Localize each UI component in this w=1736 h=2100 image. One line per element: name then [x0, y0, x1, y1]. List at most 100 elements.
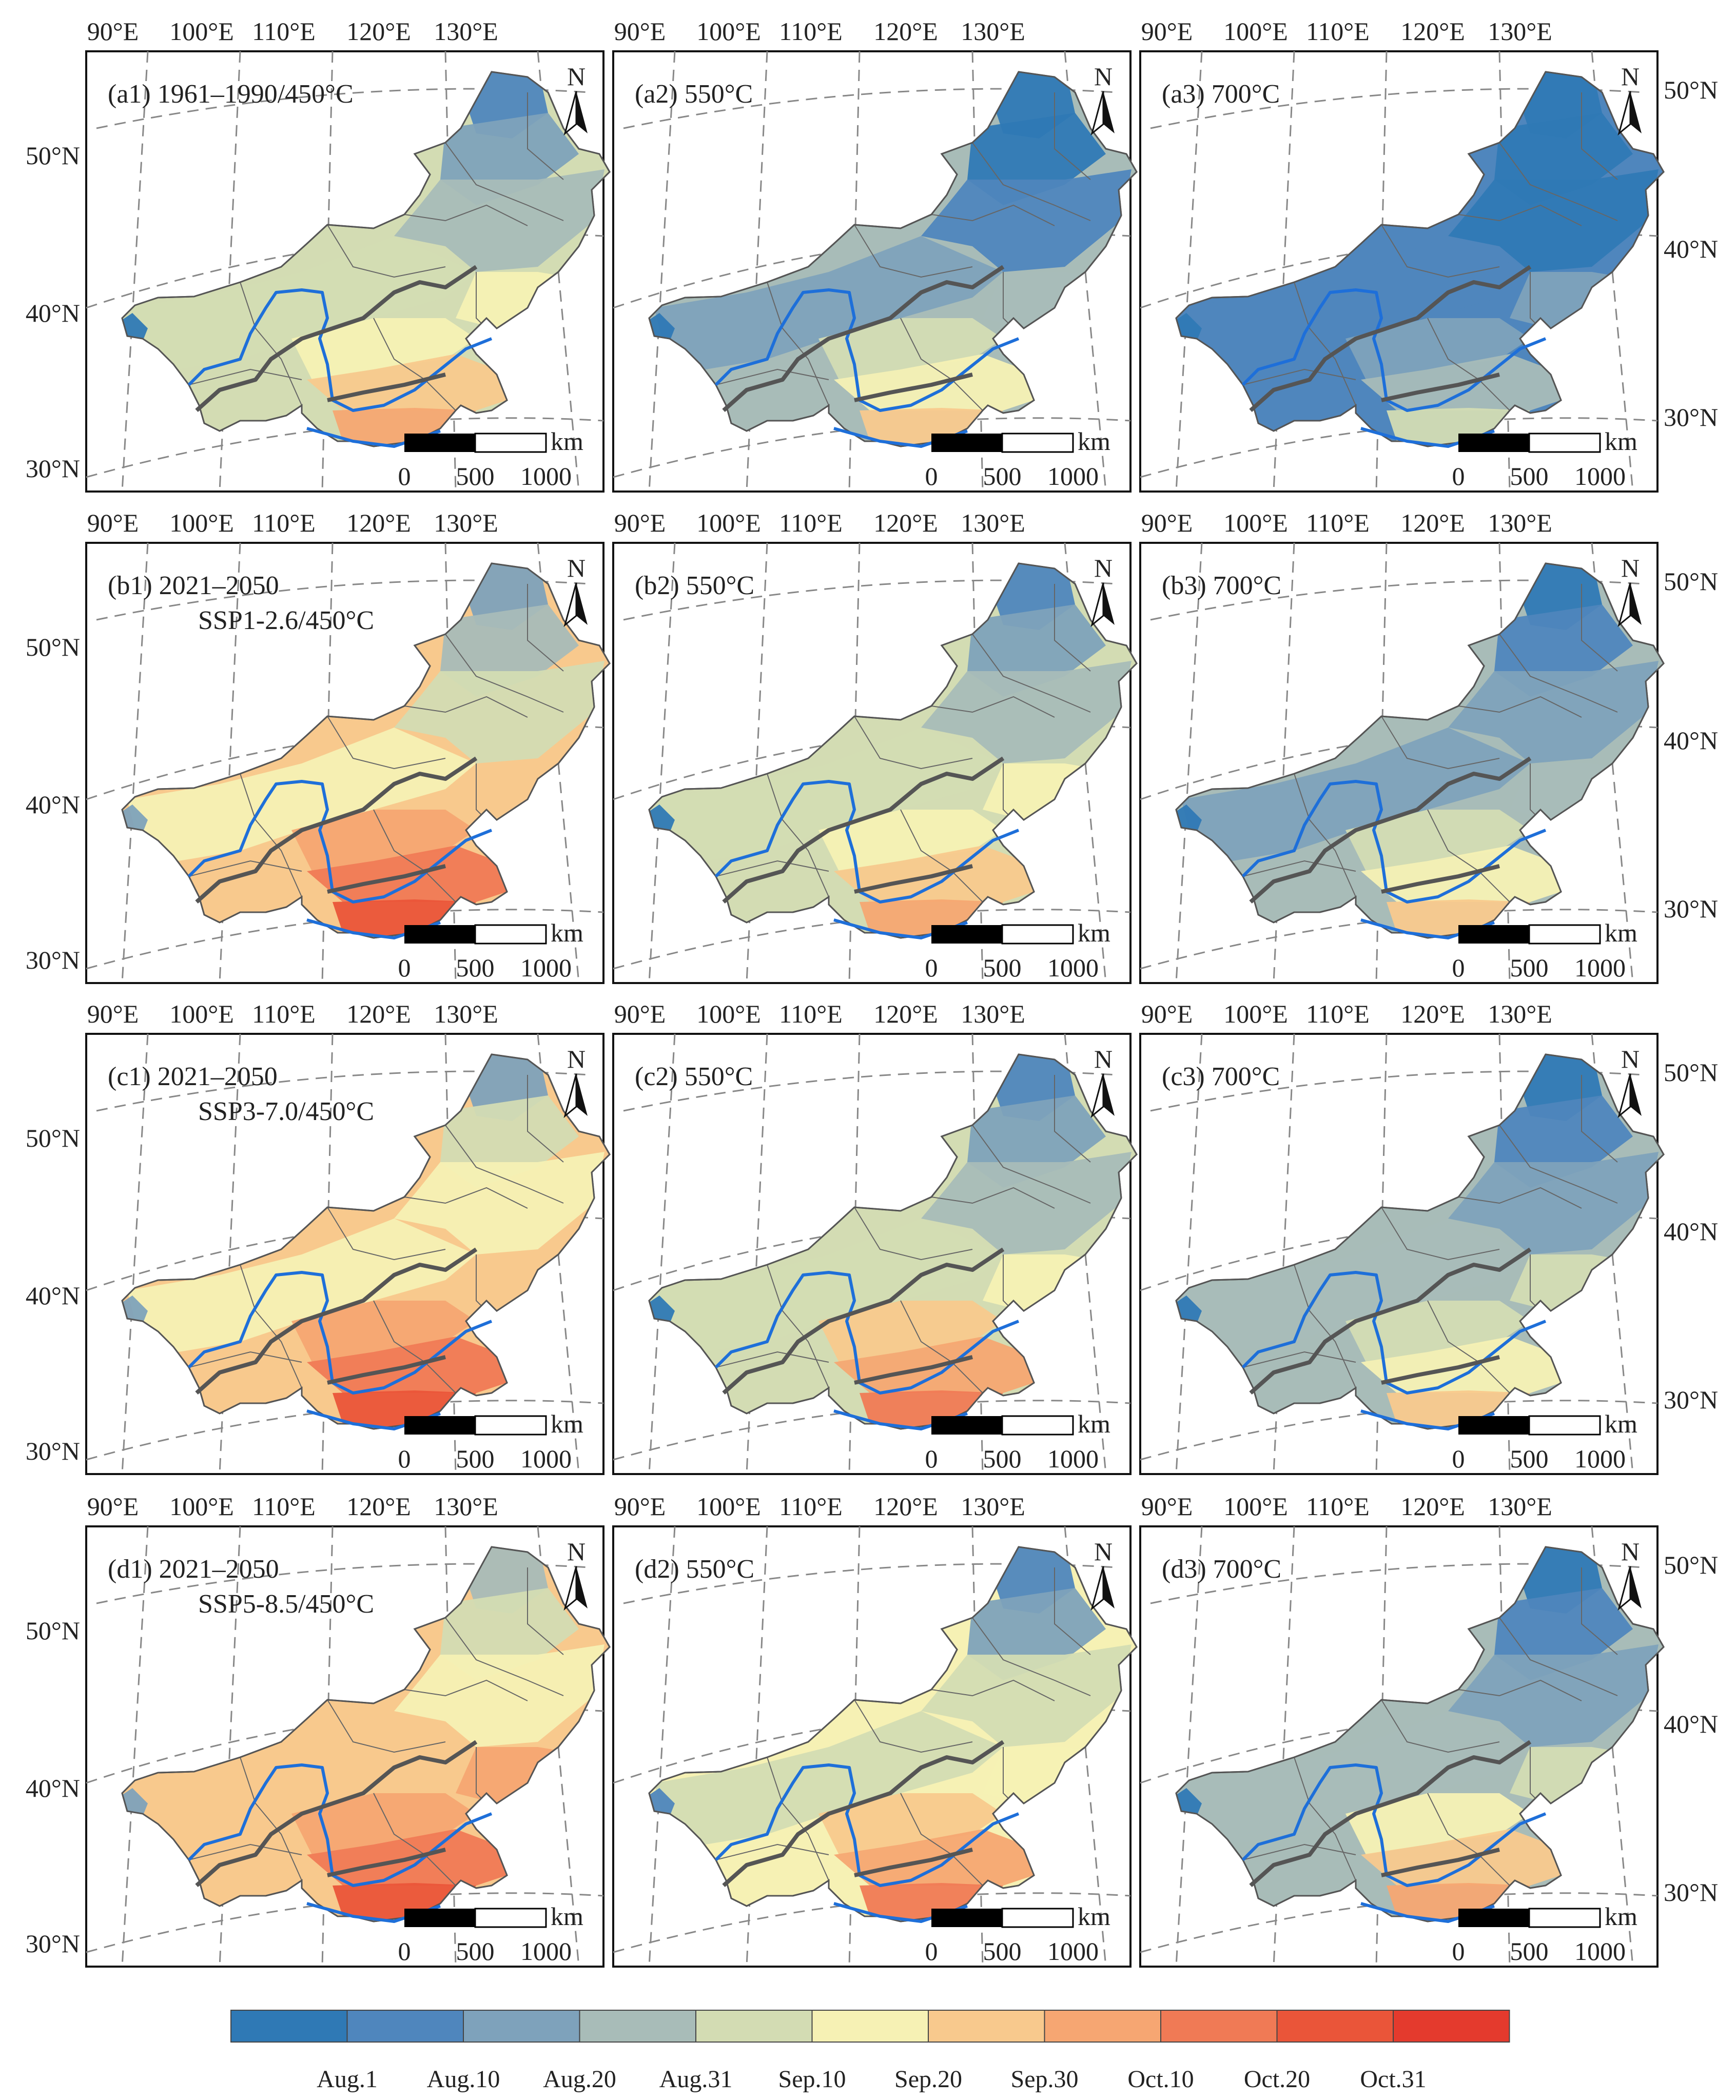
lat-tick-label-left: 40°N — [26, 790, 80, 819]
panel-label: (d2) 550°C — [635, 1555, 754, 1584]
province-boundary — [900, 1793, 983, 1886]
date-band — [394, 169, 604, 272]
parallel-line — [1150, 1563, 1644, 1604]
lat-tick-label-right: 40°N — [1664, 726, 1718, 755]
province-boundaries — [188, 1567, 564, 1886]
lat-tick-label-left: 30°N — [26, 454, 80, 483]
province-boundary — [373, 1793, 456, 1886]
legend: Aug.1 Aug.10 Aug.20 Aug.31 Sep.10 Sep.20 Sep.3… — [230, 2010, 1510, 2093]
lon-tick-label: 90°E — [614, 17, 666, 46]
date-band — [394, 661, 604, 763]
north-arrow-icon: N — [1090, 62, 1115, 136]
legend-swatch — [928, 2010, 1045, 2043]
lon-tick-label: 130°E — [1488, 1492, 1552, 1521]
scale-bar-white — [474, 1908, 547, 1928]
legend-label: Aug.10 — [427, 2066, 500, 2093]
lon-tick-label: 90°E — [1141, 999, 1193, 1028]
scale-bar-white — [1001, 1415, 1074, 1436]
province-boundary — [188, 1351, 302, 1368]
date-band — [1448, 1644, 1659, 1747]
lon-tick-label: 100°E — [1223, 999, 1288, 1028]
north-arrow-right — [1630, 1074, 1642, 1116]
scale-bar-black — [931, 434, 1002, 452]
lon-tick-label: 90°E — [614, 999, 666, 1028]
yellow-river — [1241, 1763, 1547, 1887]
date-band — [1345, 318, 1530, 380]
legend-swatch — [1044, 2010, 1161, 2043]
lon-tick-label: 100°E — [1223, 508, 1288, 537]
lat-tick-label-left: 50°N — [26, 141, 80, 170]
province-boundary — [445, 1617, 564, 1696]
lon-tick-label: 90°E — [1141, 508, 1193, 537]
subregion-boundary — [1249, 265, 1532, 412]
province-boundary — [931, 1187, 1055, 1209]
scale-bar-white — [1528, 1908, 1601, 1928]
province-boundary — [854, 224, 973, 278]
scale-bar-label: 1000 — [520, 1937, 572, 1966]
province-boundary — [1499, 142, 1618, 221]
scale-bar-black — [404, 434, 475, 452]
yellow-river — [714, 1271, 1020, 1395]
scale-bar: km 0 500 1000 — [398, 1409, 584, 1473]
date-band — [291, 1793, 476, 1855]
panel-label: (c2) 550°C — [635, 1062, 753, 1091]
province-boundary — [1381, 1207, 1500, 1261]
scale-bar-label: 1000 — [1574, 1937, 1626, 1966]
scale-bar: km 0 500 1000 — [1452, 918, 1638, 982]
date-bands — [122, 563, 604, 938]
scale-bar-label: 500 — [1510, 953, 1549, 982]
province-boundary — [1242, 368, 1356, 385]
panel-label: (d1) 2021–2050 — [108, 1555, 279, 1584]
lat-tick-label-left: 30°N — [26, 1437, 80, 1465]
province-boundary — [1054, 1075, 1091, 1163]
date-band — [333, 899, 476, 938]
lon-tick-label: 100°E — [169, 1492, 234, 1521]
panel-label: (a3) 700°C — [1162, 80, 1280, 109]
lon-tick-label: 90°E — [87, 1492, 139, 1521]
yellow-river — [714, 288, 1020, 412]
province-boundary — [1381, 224, 1500, 278]
province-boundary — [715, 368, 829, 385]
date-band — [1181, 1711, 1530, 1844]
scale-bar-black — [404, 1909, 475, 1927]
region-outline — [648, 562, 1138, 939]
parallel-line — [1150, 579, 1644, 621]
province-boundary — [1581, 584, 1618, 672]
scale-bar-unit: km — [551, 1902, 583, 1931]
panel-label: (c1) 2021–2050 — [108, 1062, 278, 1091]
yellow-river — [187, 780, 493, 904]
north-arrow-right — [576, 91, 588, 133]
yellow-river — [714, 1763, 1020, 1887]
scale-bar-unit: km — [1605, 1409, 1637, 1438]
province-boundary — [1427, 1793, 1510, 1886]
scale-bar-label: 0 — [925, 462, 938, 490]
province-boundary — [240, 1264, 302, 1388]
region-outline — [1175, 1546, 1665, 1922]
panel-label: (a2) 550°C — [635, 80, 753, 109]
legend-swatch — [811, 2010, 929, 2043]
province-boundary — [1499, 1125, 1618, 1204]
scale-bar-unit: km — [1078, 1409, 1110, 1438]
legend-swatch — [230, 2010, 348, 2043]
scale-bar-unit: km — [1078, 427, 1110, 456]
date-band — [127, 1711, 476, 1844]
date-band — [1387, 1883, 1530, 1921]
province-boundary — [404, 696, 528, 718]
scale-bar-label: 500 — [1510, 1444, 1549, 1473]
province-boundary — [373, 318, 456, 411]
scale-bar-white — [474, 924, 547, 945]
scale-bar-black — [931, 925, 1002, 944]
date-band — [1448, 169, 1659, 272]
lon-tick-label: 130°E — [961, 508, 1025, 537]
yellow-river — [1241, 288, 1547, 412]
date-band — [1345, 1301, 1530, 1362]
lon-tick-label: 130°E — [434, 508, 498, 537]
north-arrow-right — [1103, 91, 1115, 133]
scale-bar-label: 0 — [398, 1444, 411, 1473]
lat-tick-label-left: 40°N — [26, 1774, 80, 1802]
province-boundary — [1294, 1757, 1356, 1881]
scale-bar-label: 500 — [983, 1937, 1022, 1966]
scale-bar-label: 0 — [398, 1937, 411, 1966]
province-boundary — [1381, 1699, 1500, 1753]
province-boundary — [527, 1567, 564, 1655]
